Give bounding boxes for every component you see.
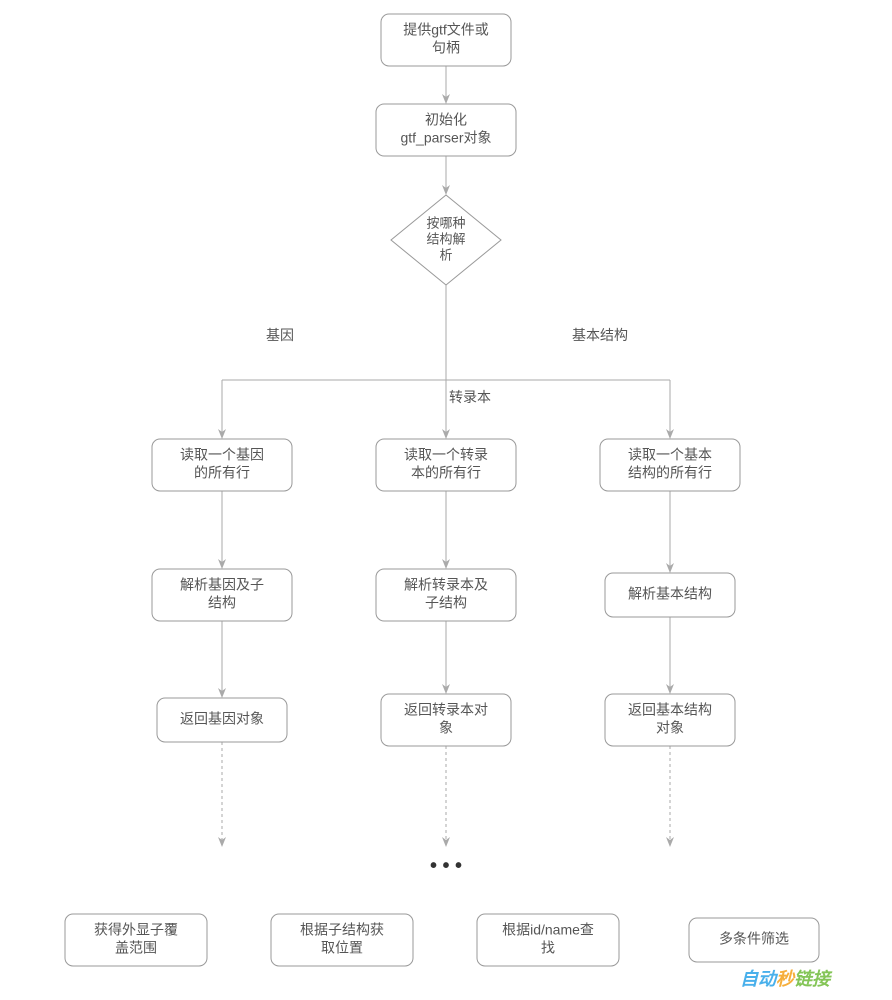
node-text: 读取一个基本 [628,447,712,463]
node-n3b: 读取一个转录本的所有行 [376,439,516,491]
node-n4c: 解析基本结构 [605,573,735,617]
decision-dec: 按哪种结构解析 [391,195,501,285]
node-n3c: 读取一个基本结构的所有行 [600,439,740,491]
flowchart-canvas: 提供gtf文件或句柄初始化gtf_parser对象按哪种结构解析读取一个基因的所… [0,0,892,1000]
node-text: 多条件筛选 [719,931,789,947]
node-n4b: 解析转录本及子结构 [376,569,516,621]
node-n2: 初始化 gtf_parser对象 [376,104,516,156]
node-text: 的所有行 [194,465,250,481]
node-text: 返回转录本对 [404,702,488,718]
node-text: 取位置 [321,940,363,956]
node-text: 解析转录本及 [404,577,488,593]
node-text: 根据id/name查 [502,922,594,938]
node-text: 提供gtf文件或 [403,22,489,38]
node-text: 对象 [656,720,684,736]
edge-label: 转录本 [449,389,491,405]
node-b3: 根据id/name查找 [477,914,619,966]
node-b4: 多条件筛选 [689,918,819,962]
node-n5a: 返回基因对象 [157,698,287,742]
node-text: 结构的所有行 [628,465,712,481]
node-text: 盖范围 [115,940,157,956]
node-b2: 根据子结构获取位置 [271,914,413,966]
ellipsis: • • • [430,855,462,877]
node-text: 获得外显子覆 [94,922,178,938]
node-text: 象 [439,720,453,736]
node-n3a: 读取一个基因的所有行 [152,439,292,491]
node-n1: 提供gtf文件或句柄 [381,14,511,66]
edge-label: 基本结构 [572,327,628,343]
node-text: 句柄 [432,40,460,56]
node-text: 返回基因对象 [180,711,264,727]
node-text: 结构解 [426,231,465,246]
node-b1: 获得外显子覆盖范围 [65,914,207,966]
node-text: 本的所有行 [411,465,481,481]
node-text: 根据子结构获 [300,922,384,938]
node-text: 初始化 [425,112,467,128]
node-text: 析 [439,247,452,262]
node-text: 读取一个基因 [180,447,264,463]
node-text: 读取一个转录 [404,447,488,463]
node-n5c: 返回基本结构对象 [605,694,735,746]
node-text: 子结构 [425,595,467,611]
node-n4a: 解析基因及子结构 [152,569,292,621]
node-text: 解析基因及子 [180,577,264,593]
node-n5b: 返回转录本对象 [381,694,511,746]
node-text: 解析基本结构 [628,586,712,602]
node-text: 按哪种 [426,215,465,230]
watermark: 自动秒链接 [740,969,833,989]
node-text: 返回基本结构 [628,702,712,718]
node-text: 找 [541,940,555,956]
edge-label: 基因 [266,327,294,343]
node-text: 结构 [208,595,236,611]
node-text: gtf_parser对象 [400,130,491,146]
